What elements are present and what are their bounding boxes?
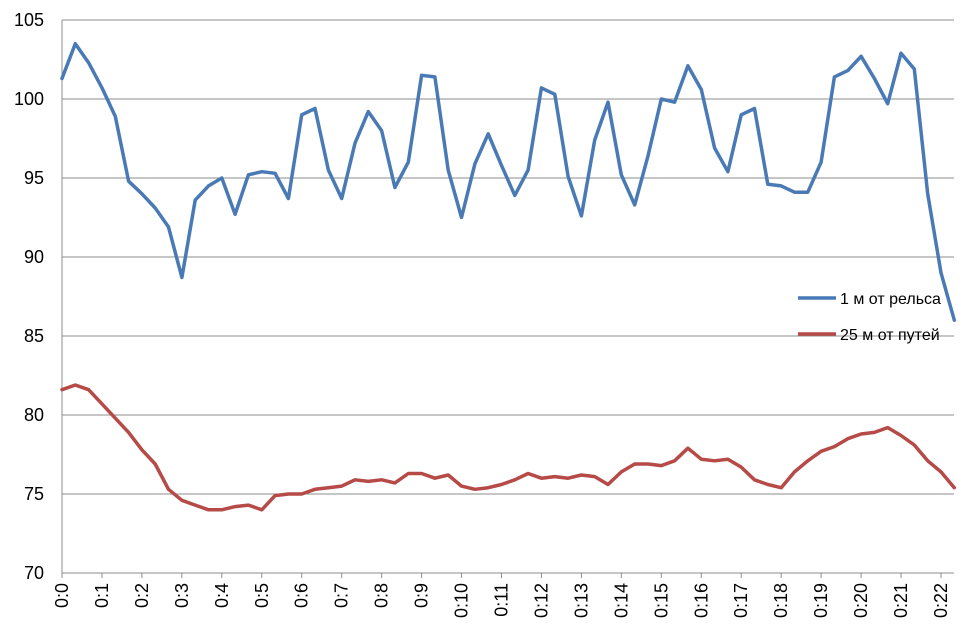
x-tick-label: 0:16 <box>691 583 711 618</box>
y-tick-label: 90 <box>24 247 44 267</box>
y-tick-label: 85 <box>24 326 44 346</box>
x-tick-label: 0:17 <box>731 583 751 618</box>
x-tick-label: 0:2 <box>132 583 152 608</box>
x-tick-label: 0:14 <box>611 583 631 618</box>
legend-label: 25 м от путей <box>840 327 940 344</box>
gridlines <box>62 19 954 495</box>
x-tick-label: 0:13 <box>571 583 591 618</box>
x-tick-label: 0:10 <box>452 583 472 618</box>
x-tick-label: 0:5 <box>252 583 272 608</box>
x-tick-label: 0:3 <box>172 583 192 608</box>
y-tick-label: 80 <box>24 405 44 425</box>
x-tick-label: 0:21 <box>891 583 911 618</box>
x-tick-label: 0:19 <box>811 583 831 618</box>
x-tick-label: 0:12 <box>531 583 551 618</box>
y-tick-label: 105 <box>14 10 44 30</box>
x-tick-label: 0:6 <box>292 583 312 608</box>
y-tick-label: 70 <box>24 563 44 583</box>
x-tick-label: 0:1 <box>92 583 112 608</box>
series-lines <box>60 41 957 512</box>
legend: 1 м от рельса 25 м от путей <box>798 291 941 344</box>
x-tick-label: 0:4 <box>212 583 232 608</box>
x-axis-tick-labels: 0:0 0:1 0:2 0:3 0:4 0:5 0:6 0:7 0:8 0:9 0:10 0:11 0:… <box>52 573 951 618</box>
x-tick-label: 0:7 <box>332 583 352 608</box>
x-tick-label: 0:8 <box>372 583 392 608</box>
y-tick-label: 100 <box>14 89 44 109</box>
x-tick-label: 0:18 <box>771 583 791 618</box>
y-tick-label: 95 <box>24 168 44 188</box>
series-line-1 <box>60 41 957 322</box>
x-tick-label: 0:22 <box>931 583 951 618</box>
x-tick-label: 0:15 <box>651 583 671 618</box>
x-tick-label: 0:0 <box>52 583 72 608</box>
x-tick-label: 0:11 <box>491 583 511 617</box>
legend-label: 1 м от рельса <box>840 291 941 308</box>
axes <box>61 20 954 574</box>
y-tick-label: 75 <box>24 484 44 504</box>
x-tick-label: 0:9 <box>412 583 432 608</box>
series-line-2 <box>60 383 957 512</box>
x-tick-label: 0:20 <box>851 583 871 618</box>
y-axis-tick-labels: 70 75 80 85 90 95 100 105 <box>14 10 44 583</box>
